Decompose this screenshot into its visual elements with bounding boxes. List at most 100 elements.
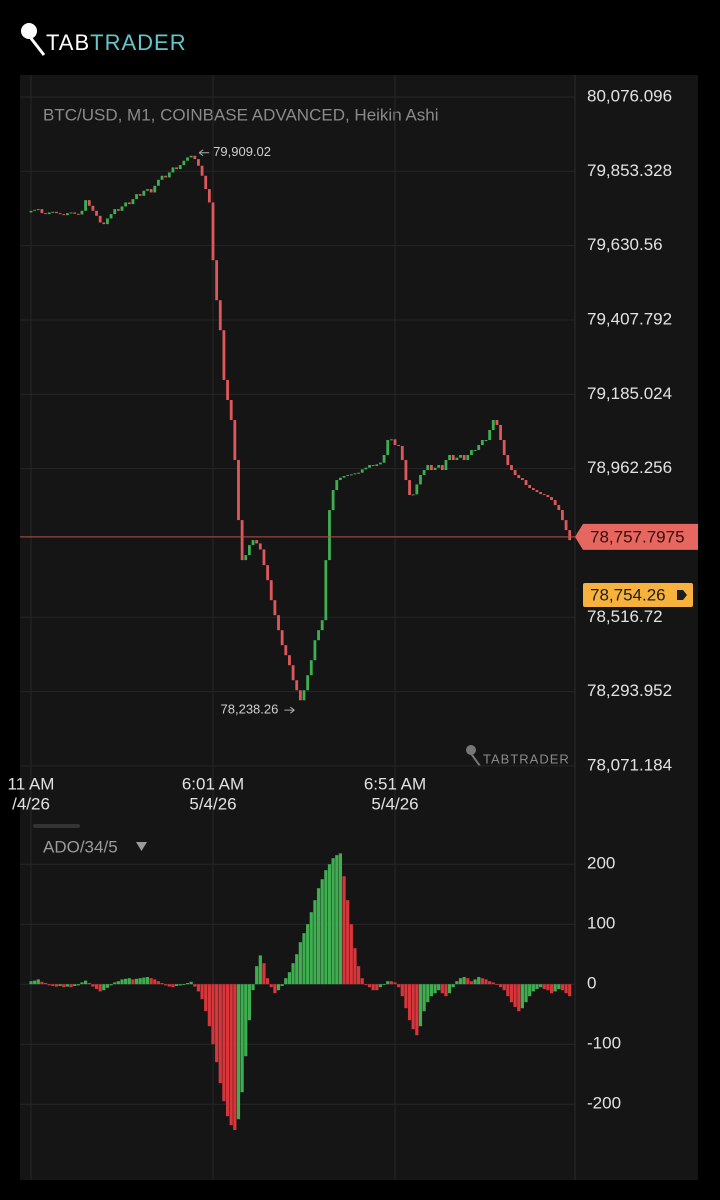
candle	[240, 520, 244, 561]
candle	[531, 488, 535, 491]
candle	[339, 477, 342, 481]
histogram-bar	[291, 963, 295, 985]
histogram-bar	[236, 984, 241, 1120]
candle	[288, 655, 291, 666]
histogram-bar	[495, 984, 499, 985]
candle	[437, 465, 441, 468]
y-tick-label: 78,293.952	[587, 681, 672, 700]
candle	[448, 455, 451, 461]
candle	[426, 465, 430, 471]
candle	[324, 560, 328, 621]
histogram-bar	[43, 983, 48, 985]
histogram-bar	[295, 954, 299, 985]
histogram-bar	[233, 984, 237, 1130]
watermark-dot	[466, 745, 476, 755]
histogram-bar	[539, 984, 543, 988]
histogram-bar	[498, 984, 503, 988]
candle	[244, 555, 248, 561]
histogram-bar	[160, 983, 164, 985]
histogram-bar	[557, 984, 561, 989]
histogram-bar	[164, 984, 168, 986]
histogram-bar	[407, 984, 412, 1021]
histogram-bar	[338, 853, 342, 985]
histogram-bar	[364, 984, 368, 985]
histogram-bar	[393, 982, 397, 985]
histogram-bar	[225, 984, 230, 1117]
histogram-bar	[549, 984, 554, 994]
candle	[451, 455, 455, 461]
candle	[69, 212, 73, 214]
histogram-bar	[553, 984, 557, 992]
candle	[113, 209, 117, 215]
candle	[109, 214, 113, 219]
candle	[491, 419, 495, 430]
histogram-bar	[102, 984, 106, 991]
histogram-bar	[167, 984, 171, 987]
candle	[382, 455, 386, 463]
y-tick-label: 80,076.096	[587, 86, 672, 105]
y-tick-label: 78,962.256	[587, 458, 672, 477]
histogram-bar	[105, 984, 110, 988]
histogram-bar	[80, 982, 84, 985]
histogram-bar	[215, 984, 219, 1063]
candle	[157, 179, 160, 186]
logo-slash	[21, 27, 46, 56]
histogram-bar	[62, 984, 66, 988]
y-tick-label: 79,853.328	[587, 161, 672, 180]
histogram-bar	[109, 984, 113, 986]
histogram-bar	[462, 977, 466, 985]
histogram-bar	[182, 984, 186, 985]
candle	[218, 300, 222, 331]
histogram-bar	[360, 978, 364, 985]
histogram-bar	[51, 984, 55, 986]
candle	[302, 690, 306, 701]
candle	[146, 189, 149, 191]
candle	[313, 640, 317, 661]
histogram-bar	[91, 984, 95, 987]
bid-price-tag	[583, 583, 693, 608]
histogram-bar	[520, 984, 524, 1009]
candle	[360, 469, 364, 473]
candle	[44, 213, 47, 215]
candle	[98, 215, 102, 223]
candle	[58, 213, 62, 215]
histogram-bar	[258, 955, 262, 985]
candle	[164, 175, 168, 178]
histogram-bar	[149, 978, 153, 985]
logo-dot	[21, 23, 37, 39]
histogram-bar	[397, 984, 401, 988]
pane-divider	[33, 824, 80, 828]
histogram-bar	[211, 984, 215, 1045]
candle	[430, 465, 433, 471]
histogram-bar	[327, 864, 332, 985]
candle	[73, 212, 77, 214]
x-tick-label: 5/4/26	[371, 794, 418, 813]
histogram-bar	[389, 981, 393, 985]
candle	[379, 462, 382, 465]
candle	[142, 190, 146, 196]
candle	[346, 475, 350, 477]
histogram-bar	[429, 984, 433, 997]
candle	[542, 494, 546, 496]
histogram-bar	[466, 978, 470, 985]
candle	[124, 202, 128, 207]
candle	[62, 214, 66, 216]
histogram-bar	[418, 984, 423, 1027]
histogram-bar	[367, 984, 372, 988]
histogram-bar	[349, 924, 353, 985]
candle	[237, 460, 240, 521]
histogram-bar	[488, 981, 492, 985]
indicator-dropdown[interactable]	[136, 842, 147, 851]
tag-icon	[677, 590, 687, 601]
candle	[182, 160, 186, 166]
candle	[480, 440, 484, 446]
histogram-bar	[477, 977, 481, 985]
histogram-bar	[422, 984, 426, 1012]
histogram-bar	[33, 980, 37, 985]
candle	[535, 490, 539, 493]
histogram-bar	[218, 984, 222, 1084]
candle	[459, 455, 462, 458]
candle	[291, 665, 295, 681]
y-tick-label: 79,630.56	[587, 235, 663, 254]
y-tick-label: -100	[587, 1034, 621, 1053]
